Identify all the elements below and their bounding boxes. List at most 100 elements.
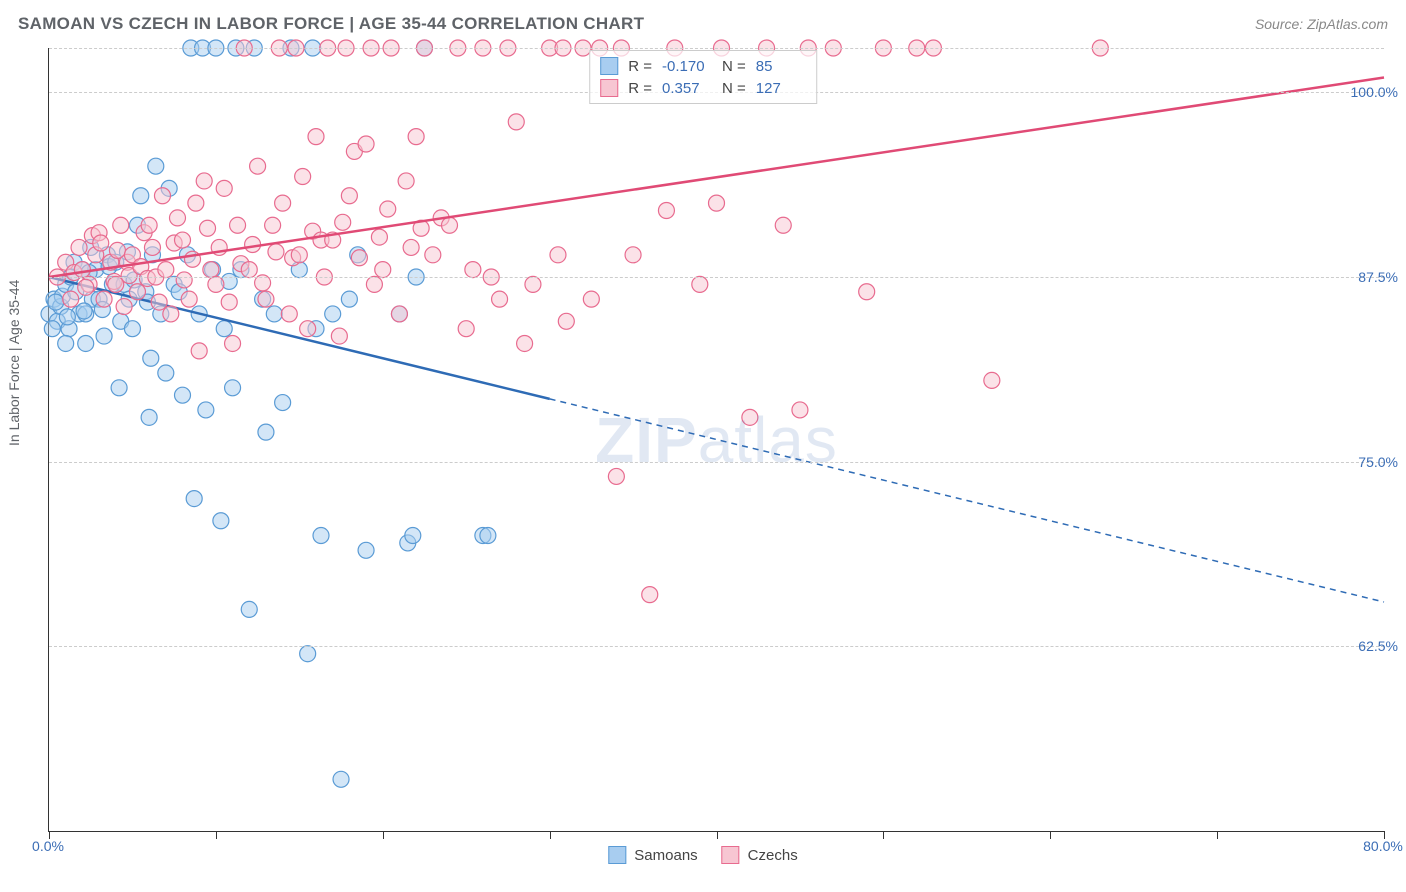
x-axis-label: 0.0% <box>32 838 64 854</box>
series-legend: SamoansCzechs <box>608 846 797 864</box>
data-point <box>71 239 87 255</box>
data-point <box>129 284 145 300</box>
data-point <box>158 262 174 278</box>
data-point <box>692 276 708 292</box>
data-point <box>658 203 674 219</box>
data-point <box>425 247 441 263</box>
stats-row: R =0.357N =127 <box>600 77 806 99</box>
data-point <box>333 771 349 787</box>
trend-line <box>49 277 550 399</box>
data-point <box>492 291 508 307</box>
stat-n-label: N = <box>722 80 746 97</box>
data-point <box>141 217 157 233</box>
data-point <box>281 306 297 322</box>
data-point <box>96 328 112 344</box>
trend-line-extrapolated <box>550 399 1384 602</box>
data-point <box>266 306 282 322</box>
gridline <box>49 48 1384 49</box>
data-point <box>480 528 496 544</box>
data-point <box>775 217 791 233</box>
x-tick <box>216 831 217 839</box>
data-point <box>709 195 725 211</box>
legend-label: Samoans <box>634 847 697 864</box>
stat-n-value: 127 <box>756 80 806 97</box>
data-point <box>148 158 164 174</box>
data-point <box>742 409 758 425</box>
x-tick <box>717 831 718 839</box>
data-point <box>59 309 75 325</box>
data-point <box>241 262 257 278</box>
data-point <box>335 214 351 230</box>
data-point <box>74 262 90 278</box>
data-point <box>792 402 808 418</box>
gridline <box>49 277 1384 278</box>
data-point <box>291 247 307 263</box>
data-point <box>300 646 316 662</box>
data-point <box>76 303 92 319</box>
data-point <box>517 335 533 351</box>
data-point <box>200 220 216 236</box>
data-point <box>96 291 112 307</box>
data-point <box>163 306 179 322</box>
data-point <box>111 380 127 396</box>
stats-row: R =-0.170N =85 <box>600 55 806 77</box>
x-tick <box>383 831 384 839</box>
data-point <box>258 291 274 307</box>
gridline <box>49 646 1384 647</box>
data-point <box>203 262 219 278</box>
gridline <box>49 462 1384 463</box>
data-point <box>583 291 599 307</box>
data-point <box>265 217 281 233</box>
y-tick-label: 87.5% <box>1358 269 1398 285</box>
legend-swatch <box>600 79 618 97</box>
data-point <box>625 247 641 263</box>
legend-swatch <box>600 57 618 75</box>
data-point <box>525 276 541 292</box>
data-point <box>113 217 129 233</box>
page-title: SAMOAN VS CZECH IN LABOR FORCE | AGE 35-… <box>18 14 644 34</box>
stat-r-value: -0.170 <box>662 58 712 75</box>
data-point <box>221 294 237 310</box>
data-point <box>408 129 424 145</box>
data-point <box>181 291 197 307</box>
stat-n-label: N = <box>722 58 746 75</box>
data-point <box>275 395 291 411</box>
data-point <box>225 380 241 396</box>
data-point <box>558 313 574 329</box>
data-point <box>78 335 94 351</box>
legend-item: Samoans <box>608 846 697 864</box>
data-point <box>48 294 64 310</box>
data-point <box>300 321 316 337</box>
data-point <box>380 201 396 217</box>
x-axis-label: 80.0% <box>1363 838 1403 854</box>
data-point <box>208 276 224 292</box>
data-point <box>169 210 185 226</box>
data-point <box>458 321 474 337</box>
data-point <box>295 169 311 185</box>
data-point <box>241 601 257 617</box>
data-point <box>93 235 109 251</box>
data-point <box>191 343 207 359</box>
stat-r-value: 0.357 <box>662 80 712 97</box>
legend-swatch <box>608 846 626 864</box>
data-point <box>371 229 387 245</box>
data-point <box>198 402 214 418</box>
data-point <box>175 387 191 403</box>
data-point <box>124 321 140 337</box>
data-point <box>58 335 74 351</box>
data-point <box>398 173 414 189</box>
data-point <box>608 468 624 484</box>
y-axis-label: In Labor Force | Age 35-44 <box>6 280 22 446</box>
data-point <box>358 136 374 152</box>
data-point <box>133 188 149 204</box>
data-point <box>186 491 202 507</box>
data-point <box>225 335 241 351</box>
data-point <box>984 372 1000 388</box>
data-point <box>44 321 60 337</box>
data-point <box>366 276 382 292</box>
data-point <box>175 232 191 248</box>
source-attribution: Source: ZipAtlas.com <box>1255 16 1388 32</box>
data-point <box>116 299 132 315</box>
data-point <box>143 350 159 366</box>
data-point <box>275 195 291 211</box>
